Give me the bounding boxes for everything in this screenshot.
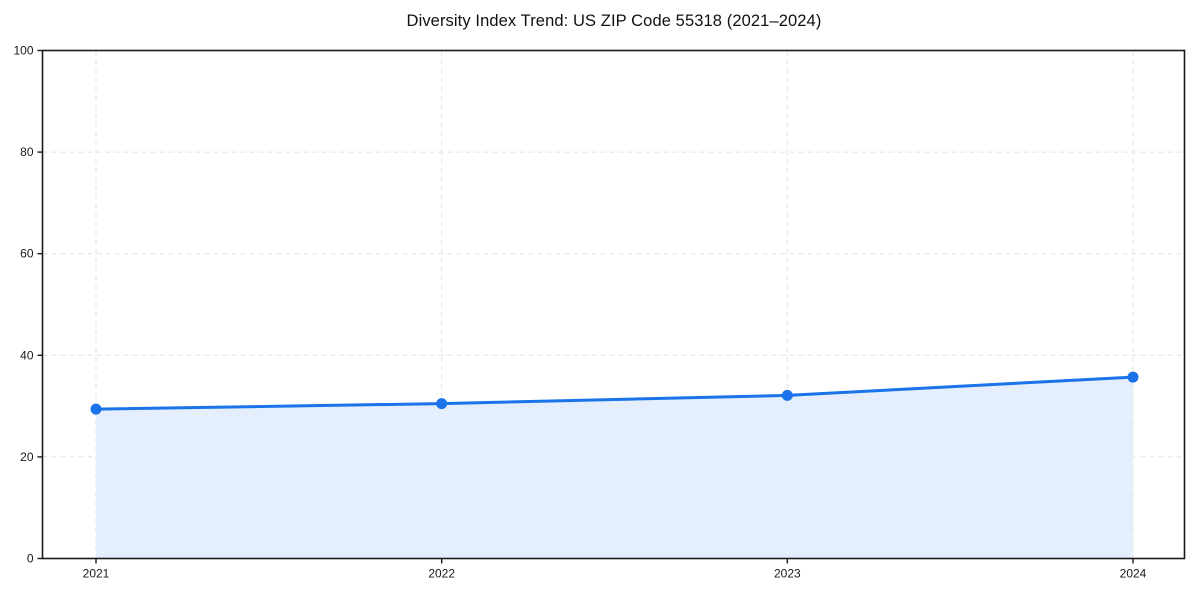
chart-title: Diversity Index Trend: US ZIP Code 55318…	[406, 12, 822, 30]
x-tick-label: 2023	[774, 567, 801, 581]
y-tick-label: 20	[20, 450, 34, 464]
y-tick-label: 40	[20, 348, 34, 362]
x-tick-label: 2021	[83, 567, 110, 581]
area-fill	[96, 377, 1133, 559]
axis-ticks	[37, 49, 1134, 564]
data-point-marker	[436, 398, 448, 410]
data-points	[90, 371, 1139, 415]
y-tick-label: 0	[27, 552, 34, 566]
plot-border	[41, 49, 1186, 560]
tick-labels: 0 20 40 60 80 100 2021 2022 2023 2024	[13, 44, 1146, 581]
data-point-marker	[90, 403, 102, 415]
data-point-marker	[781, 389, 793, 401]
trend-line	[94, 375, 1135, 411]
x-tick-label: 2022	[428, 567, 455, 581]
y-tick-label: 100	[13, 44, 33, 58]
x-tick-label: 2024	[1120, 567, 1147, 581]
y-tick-label: 60	[20, 247, 34, 261]
y-tick-label: 80	[20, 145, 34, 159]
data-point-marker	[1127, 371, 1139, 383]
